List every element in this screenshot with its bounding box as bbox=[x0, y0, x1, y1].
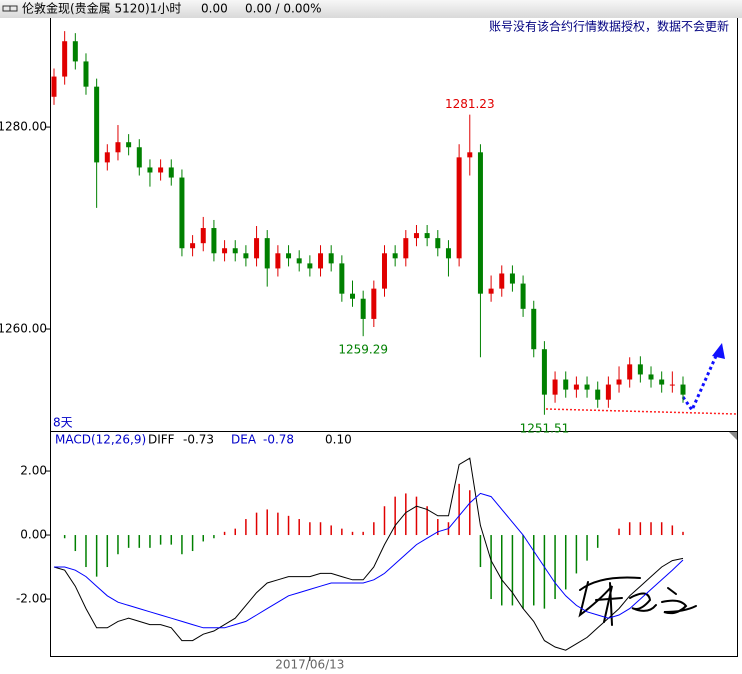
candle-body bbox=[616, 379, 622, 385]
candle-body bbox=[51, 76, 57, 97]
candle-body bbox=[659, 379, 665, 385]
candle-body bbox=[403, 238, 409, 259]
candle-body bbox=[509, 273, 515, 284]
price-annotation: 1251.51 bbox=[520, 421, 570, 435]
candle-body bbox=[339, 263, 345, 294]
candle-body bbox=[669, 384, 675, 386]
price-annotation: 1259.29 bbox=[338, 343, 388, 357]
candle-body bbox=[222, 248, 228, 254]
macd-line bbox=[54, 492, 684, 629]
candle-body bbox=[467, 152, 473, 158]
candle-body bbox=[115, 142, 121, 153]
candle-body bbox=[350, 293, 356, 299]
y-tick-label: 2.00 bbox=[20, 464, 47, 478]
candle-body bbox=[648, 374, 654, 380]
support-line bbox=[545, 408, 738, 415]
arrow-head bbox=[712, 343, 725, 359]
candle-body bbox=[83, 61, 89, 87]
macd-title: MACD(12,26,9) bbox=[55, 433, 146, 447]
price-annotation: 1281.23 bbox=[445, 97, 495, 111]
candle-body bbox=[328, 253, 334, 264]
candle-body bbox=[392, 253, 398, 259]
candle-body bbox=[72, 41, 78, 62]
notice: 账号没有该合约行情数据授权，数据不会更新 bbox=[489, 19, 729, 34]
candle-body bbox=[413, 233, 419, 239]
y-tick-label: 1280.00 bbox=[0, 120, 47, 134]
macd-line bbox=[53, 457, 684, 651]
symbol-title: 伦敦金现(贵金属 5120)1小时 bbox=[22, 1, 181, 16]
candle-body bbox=[286, 253, 292, 259]
candle-body bbox=[573, 384, 579, 390]
candle-body bbox=[627, 364, 633, 380]
y-tick-label: 0.00 bbox=[20, 528, 47, 542]
candle-body bbox=[275, 253, 281, 269]
candle-body bbox=[595, 389, 601, 400]
header-bar bbox=[0, 0, 742, 18]
legend-dea: DEA bbox=[231, 433, 257, 447]
candle-body bbox=[435, 238, 441, 249]
period-label: 8天 bbox=[53, 416, 73, 430]
x-tick-label: 2017/06/13 bbox=[275, 658, 344, 672]
candle-body bbox=[168, 167, 174, 178]
candle-body bbox=[94, 86, 100, 163]
candle-body bbox=[360, 298, 366, 319]
candle-body bbox=[499, 273, 505, 289]
diff-value: -0.73 bbox=[183, 433, 214, 447]
candle-body bbox=[680, 384, 686, 395]
dea-value: -0.78 bbox=[263, 433, 294, 447]
candle-body bbox=[477, 152, 483, 294]
candle-body bbox=[264, 238, 270, 269]
panel-corner bbox=[729, 432, 737, 440]
candle-body bbox=[381, 253, 387, 289]
header-icon bbox=[2, 5, 18, 12]
candle-body bbox=[605, 384, 611, 400]
candle-body bbox=[371, 288, 377, 319]
candle-body bbox=[584, 384, 590, 390]
candle-body bbox=[190, 243, 196, 249]
candle-body bbox=[488, 288, 494, 294]
candle-body bbox=[318, 253, 324, 269]
candle-body bbox=[541, 349, 547, 395]
signature bbox=[578, 576, 697, 626]
candle-body bbox=[520, 283, 526, 309]
candle-body bbox=[62, 41, 68, 77]
candle-body bbox=[147, 167, 153, 173]
candle-body bbox=[637, 364, 643, 375]
legend-diff: DIFF bbox=[148, 433, 175, 447]
trend-arrow bbox=[681, 355, 718, 414]
candle-body bbox=[136, 147, 142, 168]
candle-body bbox=[296, 258, 302, 264]
price: 0.00 bbox=[201, 2, 228, 16]
change: 0.00 / 0.00% bbox=[245, 2, 322, 16]
y-tick-label: 1260.00 bbox=[0, 322, 47, 336]
candle-body bbox=[254, 238, 260, 259]
candle-body bbox=[424, 233, 430, 239]
candle-body bbox=[552, 379, 558, 395]
candle-body bbox=[531, 308, 537, 350]
candle-body bbox=[243, 253, 249, 259]
macd-value: 0.10 bbox=[325, 433, 352, 447]
candle-body bbox=[179, 177, 185, 249]
candle-body bbox=[158, 167, 164, 173]
candle-body bbox=[563, 379, 569, 390]
candle-body bbox=[307, 263, 313, 269]
candle-body bbox=[445, 248, 451, 259]
candle-body bbox=[200, 228, 206, 244]
y-tick-label: -2.00 bbox=[16, 592, 47, 606]
candle-body bbox=[104, 152, 110, 163]
candle-body bbox=[456, 157, 462, 259]
candle-body bbox=[126, 142, 132, 148]
candle-body bbox=[232, 248, 238, 254]
candle-body bbox=[211, 228, 217, 254]
